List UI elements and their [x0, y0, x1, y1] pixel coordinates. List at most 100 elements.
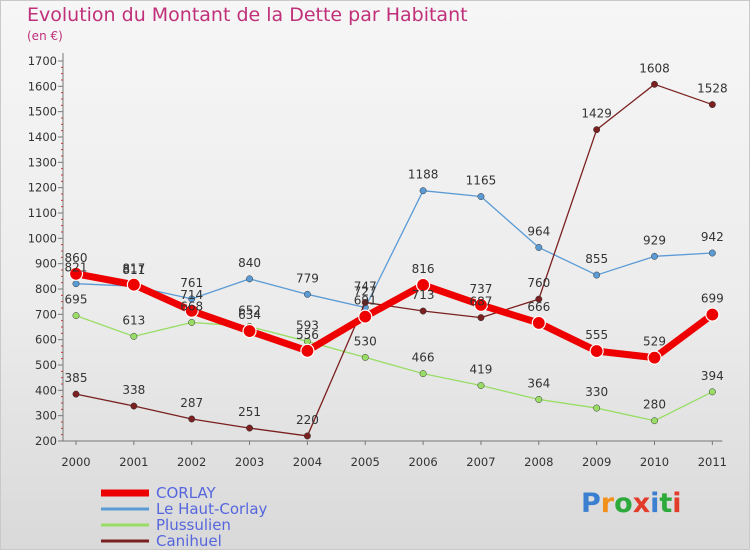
series-point-3-10 [651, 80, 658, 88]
series-point-2-8 [535, 396, 543, 403]
series-point-3-9 [593, 126, 601, 134]
chart-subtitle: (en €) [27, 29, 63, 43]
series-point-0-8 [531, 315, 546, 331]
y-tick-label: 200 [35, 434, 57, 448]
data-label-3-7: 687 [469, 295, 492, 309]
data-label-1-3: 840 [238, 256, 261, 270]
series-point-3-4 [303, 432, 311, 440]
x-tick-label: 2002 [177, 455, 206, 469]
data-label-3-3: 251 [238, 405, 261, 419]
series-point-2-6 [419, 370, 427, 378]
y-tick-label: 1100 [28, 206, 57, 220]
series-point-1-8 [535, 244, 543, 251]
data-label-3-6: 713 [412, 288, 435, 302]
y-tick-label: 500 [35, 358, 57, 372]
data-label-2-2: 668 [180, 299, 203, 313]
data-label-2-6: 466 [412, 351, 435, 365]
data-label-0-6: 816 [412, 262, 435, 276]
y-tick-label: 400 [35, 383, 57, 397]
data-label-1-10: 929 [643, 233, 666, 247]
data-label-1-1: 811 [122, 263, 145, 277]
data-label-0-8: 666 [527, 300, 550, 314]
data-label-2-7: 419 [469, 363, 492, 377]
series-point-3-0 [72, 390, 80, 398]
data-label-0-4: 556 [296, 328, 319, 342]
data-label-1-8: 964 [527, 224, 550, 238]
logo-letter: x [632, 488, 651, 519]
series-point-0-1 [126, 277, 141, 292]
data-label-2-0: 695 [65, 293, 88, 307]
data-label-2-10: 280 [643, 398, 666, 412]
y-tick-label: 1500 [28, 105, 57, 119]
logo-letter: o [614, 488, 633, 519]
x-tick-label: 2007 [466, 455, 495, 469]
legend-label-3: Canihuel [156, 532, 222, 549]
y-tick-label: 1300 [28, 155, 57, 169]
data-label-3-4: 220 [296, 413, 319, 427]
y-tick-label: 300 [35, 409, 57, 423]
series-point-3-6 [419, 307, 427, 315]
series-point-0-5 [358, 309, 373, 324]
data-label-2-3: 652 [238, 303, 261, 317]
series-point-2-10 [651, 417, 658, 425]
data-label-0-7: 737 [469, 282, 492, 296]
logo-letter: i [650, 488, 660, 519]
series-point-3-5 [361, 298, 369, 306]
series-point-0-10 [647, 350, 662, 365]
series-point-3-11 [708, 101, 716, 109]
y-tick-label: 1600 [28, 79, 57, 93]
data-label-1-5: 727 [354, 284, 377, 298]
data-label-1-7: 1165 [466, 174, 497, 188]
series-point-1-10 [651, 252, 658, 260]
data-label-3-8: 760 [527, 276, 550, 290]
data-label-0-5: 691 [354, 294, 377, 308]
series-point-2-2 [188, 318, 196, 326]
logo-letter: t [659, 488, 673, 519]
data-label-0-9: 555 [585, 328, 608, 342]
y-tick-label: 1700 [28, 54, 57, 68]
logo-letter: P [581, 488, 601, 519]
series-point-0-11 [705, 307, 720, 322]
series-point-1-4 [303, 290, 311, 298]
series-point-1-6 [419, 187, 427, 195]
data-label-2-1: 613 [122, 313, 145, 327]
y-tick-label: 1200 [28, 181, 57, 195]
x-tick-label: 2009 [582, 455, 611, 469]
proxiti-logo: Proxiti [581, 488, 682, 519]
series-line-1 [75, 190, 713, 309]
series-point-3-7 [477, 314, 485, 322]
data-label-0-1: 817 [122, 262, 145, 276]
series-point-0-7 [473, 297, 489, 313]
logo-letter: i [672, 488, 682, 519]
x-tick-label: 2010 [640, 455, 669, 469]
legend-label-1: Le Haut-Corlay [156, 500, 268, 518]
y-tick-label: 600 [35, 333, 57, 347]
series-point-0-0 [68, 266, 84, 281]
series-point-3-2 [188, 415, 196, 423]
series-point-1-3 [246, 275, 254, 283]
x-tick-label: 2006 [408, 455, 437, 469]
data-label-1-9: 855 [585, 252, 608, 266]
series-point-2-1 [130, 332, 138, 340]
y-tick-label: 1000 [28, 231, 57, 245]
series-line-3 [75, 83, 713, 437]
data-label-3-0: 385 [65, 371, 88, 385]
series-point-3-1 [130, 402, 138, 410]
data-label-3-10: 1608 [639, 61, 670, 75]
x-tick-label: 2001 [119, 455, 148, 469]
series-point-2-0 [72, 312, 80, 320]
data-label-0-3: 634 [238, 308, 261, 322]
logo-letter: r [600, 488, 615, 519]
x-tick-label: 2005 [351, 455, 380, 469]
series-point-2-11 [708, 388, 716, 396]
data-label-0-0: 860 [65, 251, 88, 265]
data-label-3-1: 338 [122, 383, 145, 397]
series-point-0-6 [416, 277, 431, 293]
series-point-0-2 [184, 303, 199, 318]
legend-label-0: CORLAY [156, 484, 217, 502]
data-label-2-8: 364 [527, 376, 550, 390]
x-tick-label: 2011 [698, 455, 727, 469]
data-label-1-2: 761 [180, 276, 203, 290]
